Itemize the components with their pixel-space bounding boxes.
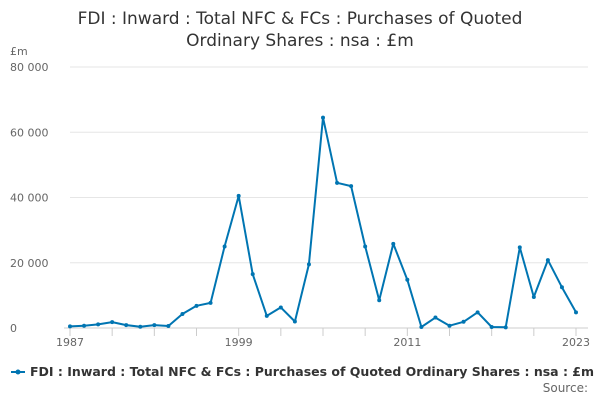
- data-point[interactable]: [278, 305, 283, 310]
- x-tick-label: 1987: [56, 336, 84, 349]
- data-point[interactable]: [574, 310, 578, 315]
- series-layer: [68, 115, 578, 330]
- source-label: Source:: [543, 381, 588, 395]
- x-tick-label: 2023: [562, 336, 590, 349]
- data-point[interactable]: [419, 325, 424, 330]
- chart-title: FDI : Inward : Total NFC & FCs : Purchas…: [0, 8, 600, 52]
- data-point[interactable]: [194, 303, 199, 308]
- y-axis: £m 0 20 000 40 000 60 000 80 000: [10, 45, 49, 335]
- data-point[interactable]: [447, 323, 452, 328]
- data-point[interactable]: [166, 324, 171, 329]
- y-tick-label: 40 000: [10, 192, 49, 205]
- y-tick-label: 60 000: [10, 126, 49, 139]
- data-point[interactable]: [363, 244, 368, 249]
- data-point[interactable]: [321, 115, 325, 120]
- data-point[interactable]: [96, 322, 101, 327]
- data-point[interactable]: [110, 320, 115, 325]
- data-point[interactable]: [250, 272, 255, 277]
- data-point[interactable]: [180, 311, 185, 316]
- x-tick-label: 1999: [225, 336, 253, 349]
- y-unit-label: £m: [10, 45, 28, 58]
- data-point[interactable]: [433, 315, 438, 320]
- data-point[interactable]: [264, 313, 269, 318]
- data-point[interactable]: [306, 262, 311, 267]
- y-tick-label: 80 000: [10, 61, 49, 74]
- data-point[interactable]: [517, 245, 522, 250]
- data-point[interactable]: [377, 298, 382, 303]
- data-point[interactable]: [208, 300, 213, 305]
- data-point[interactable]: [531, 295, 536, 300]
- data-point[interactable]: [405, 277, 410, 282]
- data-point[interactable]: [236, 193, 241, 198]
- legend: FDI : Inward : Total NFC & FCs : Purchas…: [11, 364, 594, 379]
- data-point[interactable]: [559, 285, 564, 290]
- y-tick-label: 0: [10, 322, 17, 335]
- data-point[interactable]: [222, 244, 227, 249]
- data-point[interactable]: [68, 324, 72, 329]
- data-point[interactable]: [152, 323, 157, 328]
- legend-item-label: FDI : Inward : Total NFC & FCs : Purchas…: [30, 364, 594, 379]
- data-point[interactable]: [545, 258, 550, 263]
- x-axis: 1987 1999 2011 2023: [56, 327, 590, 349]
- data-point[interactable]: [335, 180, 340, 185]
- data-point[interactable]: [138, 324, 143, 329]
- chart-title-line-1: FDI : Inward : Total NFC & FCs : Purchas…: [77, 9, 523, 29]
- data-point[interactable]: [292, 319, 297, 324]
- y-tick-label: 20 000: [10, 257, 49, 270]
- legend-point-marker: [15, 369, 21, 375]
- x-tick-label: 2011: [393, 336, 421, 349]
- data-point[interactable]: [461, 319, 466, 324]
- gridlines: [70, 66, 588, 264]
- data-point[interactable]: [503, 325, 508, 330]
- data-point[interactable]: [391, 241, 396, 246]
- data-point[interactable]: [475, 310, 480, 315]
- data-point[interactable]: [349, 184, 354, 189]
- data-point[interactable]: [124, 323, 129, 328]
- data-point[interactable]: [489, 325, 494, 330]
- series-line: [69, 116, 577, 329]
- chart-title-line-2: Ordinary Shares : nsa : £m: [186, 31, 414, 51]
- data-point[interactable]: [82, 323, 87, 328]
